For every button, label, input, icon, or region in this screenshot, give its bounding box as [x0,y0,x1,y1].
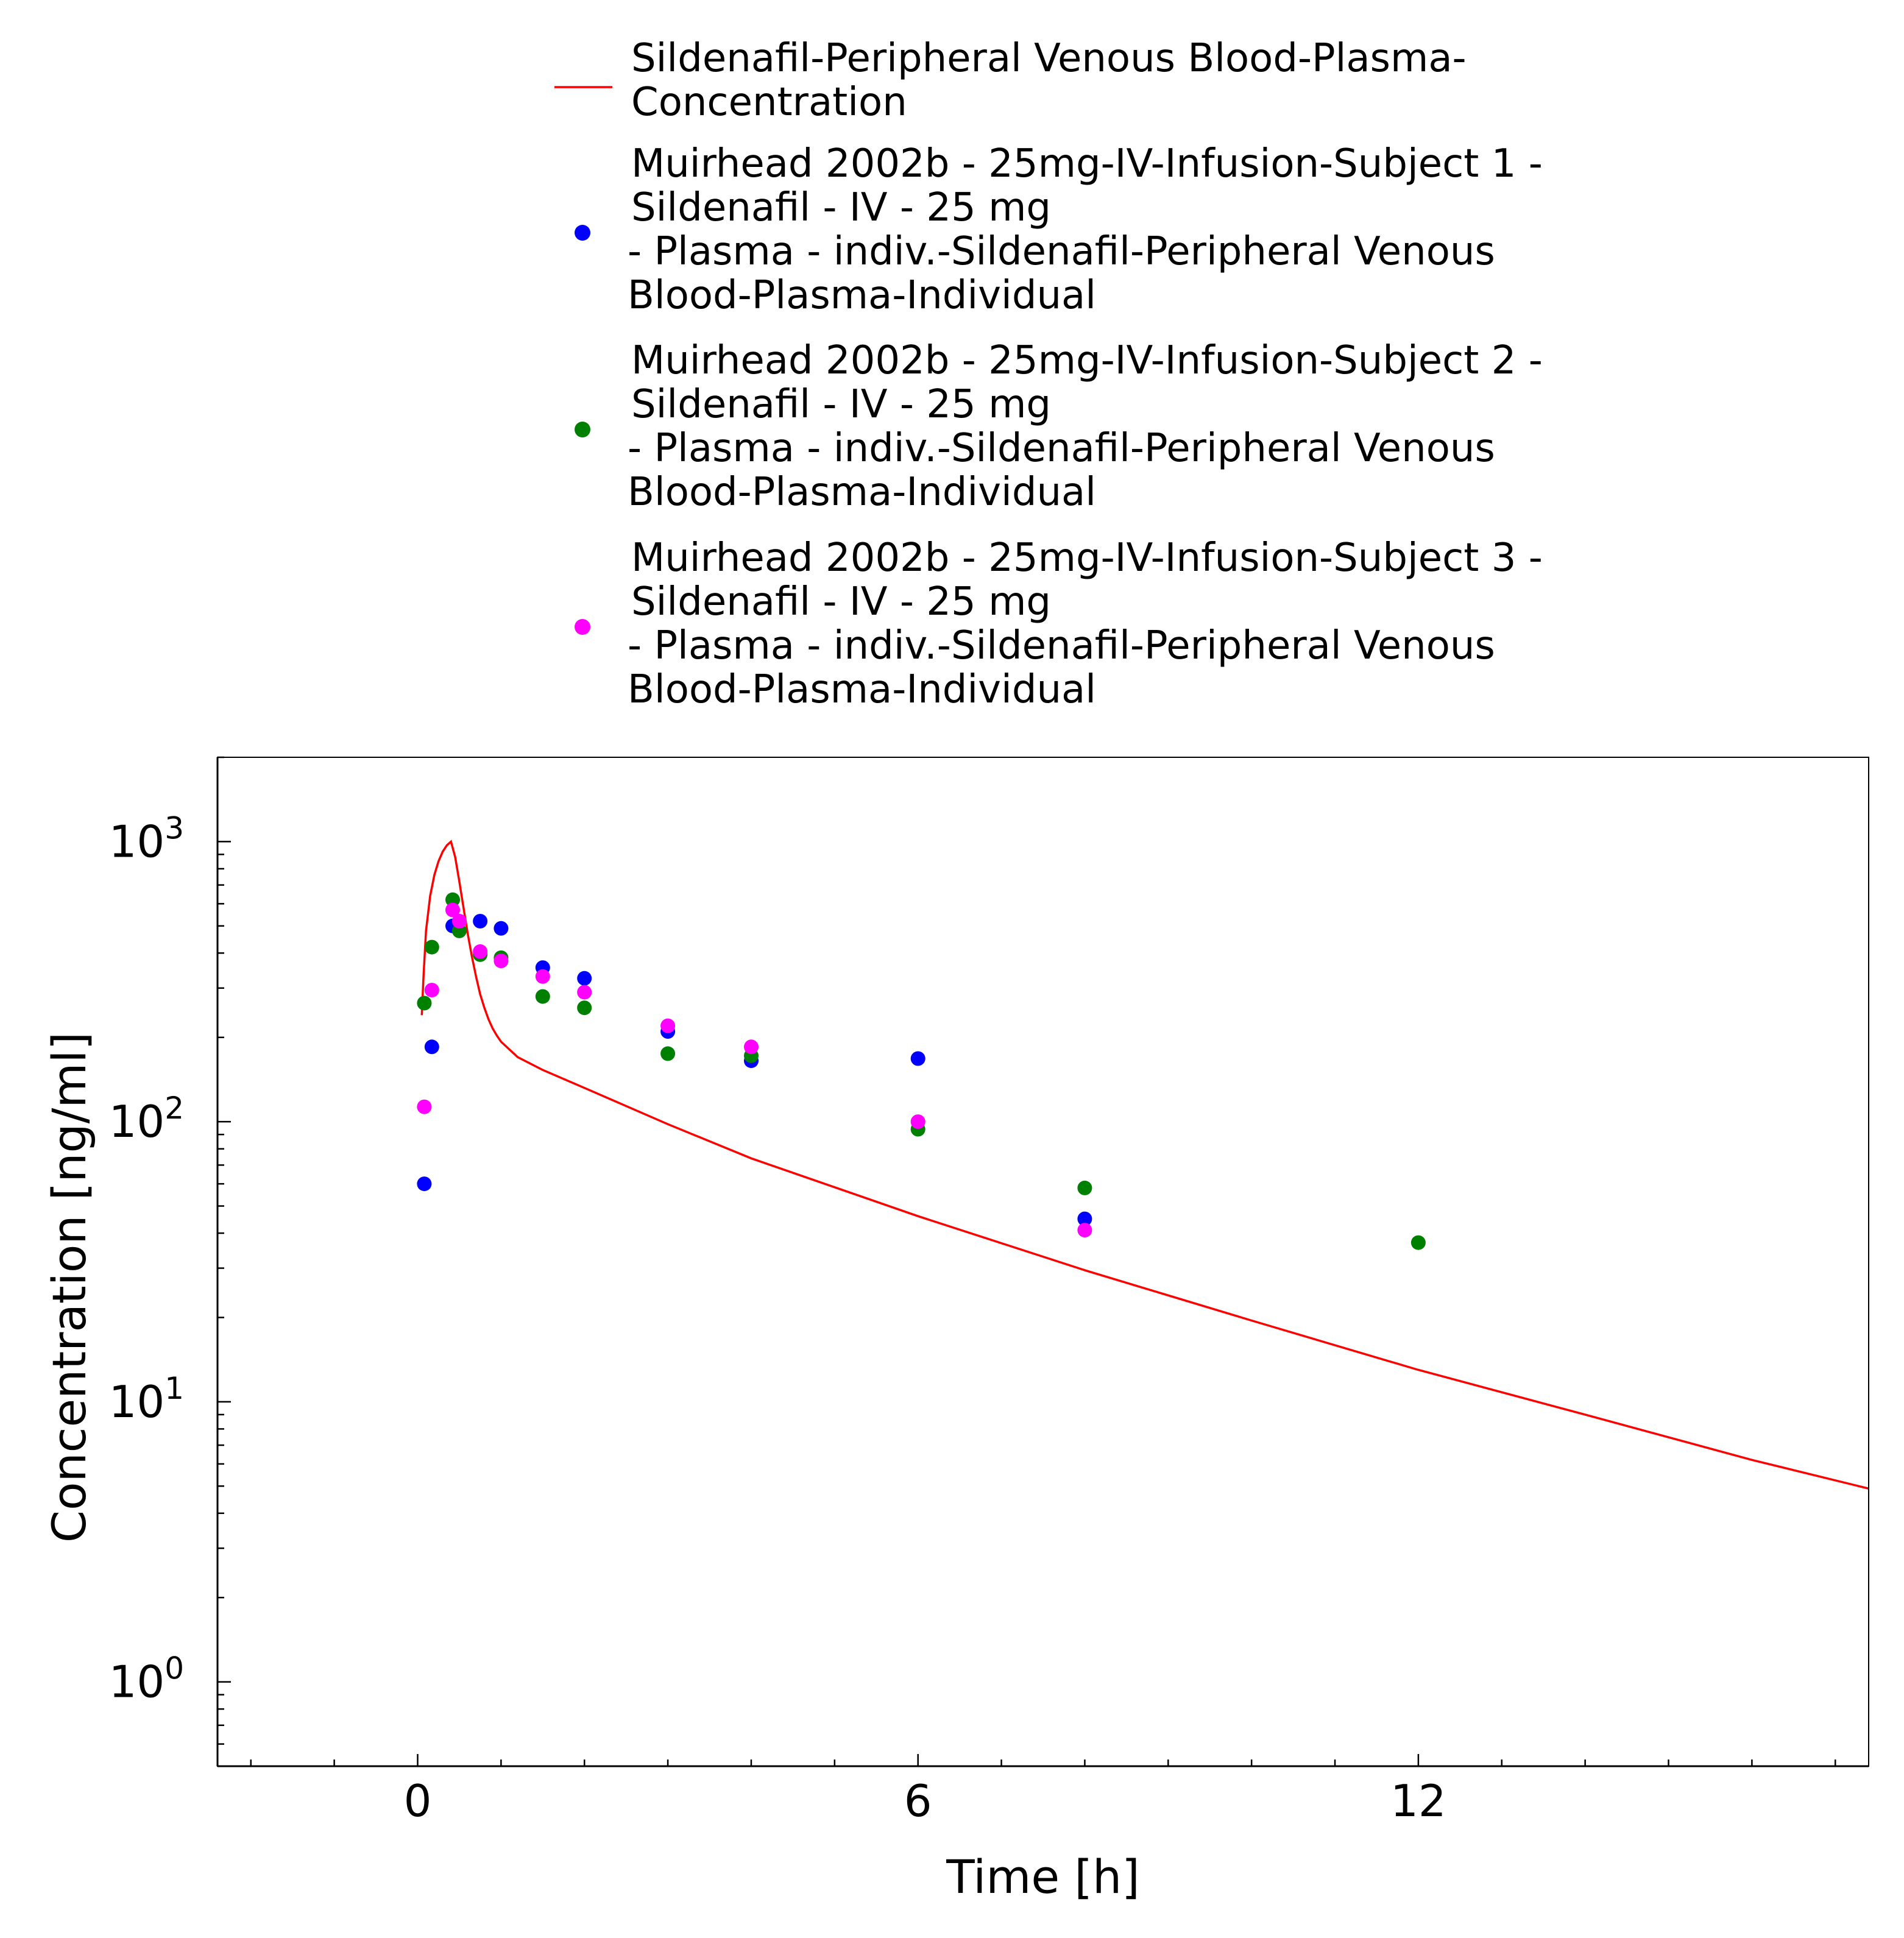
series-3-point-2 [445,902,460,918]
legend-label-line: Sildenafil - IV - 25 mg [631,579,1051,624]
legend: Sildenafil-Peripheral Venous Blood-Plasm… [554,36,1543,712]
legend-label-line: - Plasma - indiv.-Sildenafil-Peripheral … [628,623,1495,668]
y-tick-label: 101 [109,1371,184,1427]
series-2-point-0 [417,996,432,1011]
series-3-point-6 [535,969,550,984]
series-3-point-5 [494,953,509,969]
y-tick-label: 100 [109,1651,184,1708]
axes: 0 6 12 100 101 102 103 Time [h] Concentration [n… [42,756,1869,1904]
legend-swatch-3 [575,619,590,635]
series-2-point-11 [1077,1180,1092,1195]
series-2-point-8 [660,1046,676,1061]
series-2-point-1 [424,939,439,955]
series-2-point-6 [535,989,550,1004]
plot-area [417,840,1869,1490]
series-1-point-4 [494,921,509,936]
x-axis-label: Time [h] [946,1850,1140,1904]
series-3-point-1 [424,983,439,998]
series-2-point-2 [445,892,460,907]
legend-label-line: Blood-Plasma-Individual [628,273,1096,318]
x-tick-label: 12 [1390,1775,1446,1827]
legend-label-line: Sildenafil-Peripheral Venous Blood-Plasm… [631,36,1467,81]
series-1-point-0 [417,1176,432,1192]
legend-label-line: - Plasma - indiv.-Sildenafil-Peripheral … [628,426,1495,471]
series-0-line [420,840,1869,1490]
y-axis-label: Concentration [ng/ml] [42,1032,96,1543]
legend-label-line: Muirhead 2002b - 25mg-IV-Infusion-Subjec… [631,536,1543,581]
series-3-point-0 [417,1099,432,1114]
series-3-point-8 [660,1018,676,1033]
legend-label-line: Sildenafil - IV - 25 mg [631,382,1051,427]
series-2-point-12 [1410,1235,1426,1250]
series-3-point-10 [910,1114,925,1130]
plot-frame [217,757,1869,1767]
series-1-point-1 [424,1039,439,1055]
legend-label-line: Blood-Plasma-Individual [628,667,1096,712]
series-1-point-10 [1077,1211,1092,1226]
series-3-point-3 [451,914,467,928]
legend-label-line: Muirhead 2002b - 25mg-IV-Infusion-Subjec… [631,141,1543,186]
x-tick-label: 6 [904,1775,932,1827]
legend-swatch-1 [575,225,590,241]
x-tick-label: 0 [404,1775,432,1827]
legend-label-line: - Plasma - indiv.-Sildenafil-Peripheral … [628,229,1495,274]
series-3-point-9 [744,1039,759,1055]
legend-swatch-2 [575,422,590,437]
y-tick-label: 103 [109,810,184,867]
series-1-point-3 [473,914,488,928]
series-1-point-9 [910,1051,925,1066]
legend-label-line: Blood-Plasma-Individual [628,470,1096,515]
series-3-point-7 [577,985,592,1000]
legend-label-line: Sildenafil - IV - 25 mg [631,185,1051,230]
series-3-point-4 [473,944,488,959]
y-tick-label: 102 [109,1091,184,1147]
legend-label-line: Muirhead 2002b - 25mg-IV-Infusion-Subjec… [631,338,1543,383]
series-2-point-7 [577,1000,592,1016]
legend-label-line: Concentration [631,80,907,125]
series-3-point-11 [1077,1223,1092,1238]
series-1-point-6 [577,971,592,986]
